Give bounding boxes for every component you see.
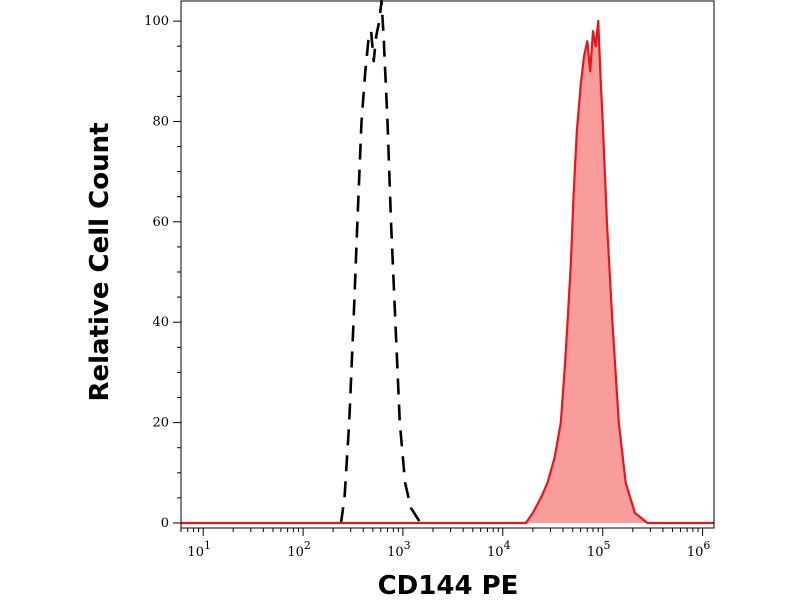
x-tick-label: 104 (487, 539, 511, 560)
x-tick-label: 105 (587, 539, 611, 560)
y-tick-label: 100 (144, 14, 169, 29)
series-0-line (339, 0, 422, 524)
y-tick-label: 20 (152, 416, 169, 431)
x-tick-label: 103 (387, 539, 411, 560)
y-tick-label: 40 (152, 315, 169, 330)
y-tick-label: 80 (152, 115, 169, 130)
series-1-fill (181, 21, 714, 523)
x-axis: 101 102 103 104 105 106 (180, 528, 711, 560)
x-axis-title: CD144 PE (378, 571, 519, 600)
x-tick-label: 106 (687, 539, 711, 560)
x-tick-label: 101 (187, 539, 211, 560)
series-1-line (181, 20, 714, 525)
y-axis-title: Relative Cell Count (85, 122, 115, 401)
y-tick-label: 0 (161, 516, 169, 531)
y-tick-label: 60 (152, 215, 169, 230)
plot-frame (180, 0, 715, 529)
x-tick-label: 102 (287, 539, 311, 560)
y-axis: 0 20 40 60 80 100 (144, 14, 181, 531)
plot-area (181, 0, 714, 525)
